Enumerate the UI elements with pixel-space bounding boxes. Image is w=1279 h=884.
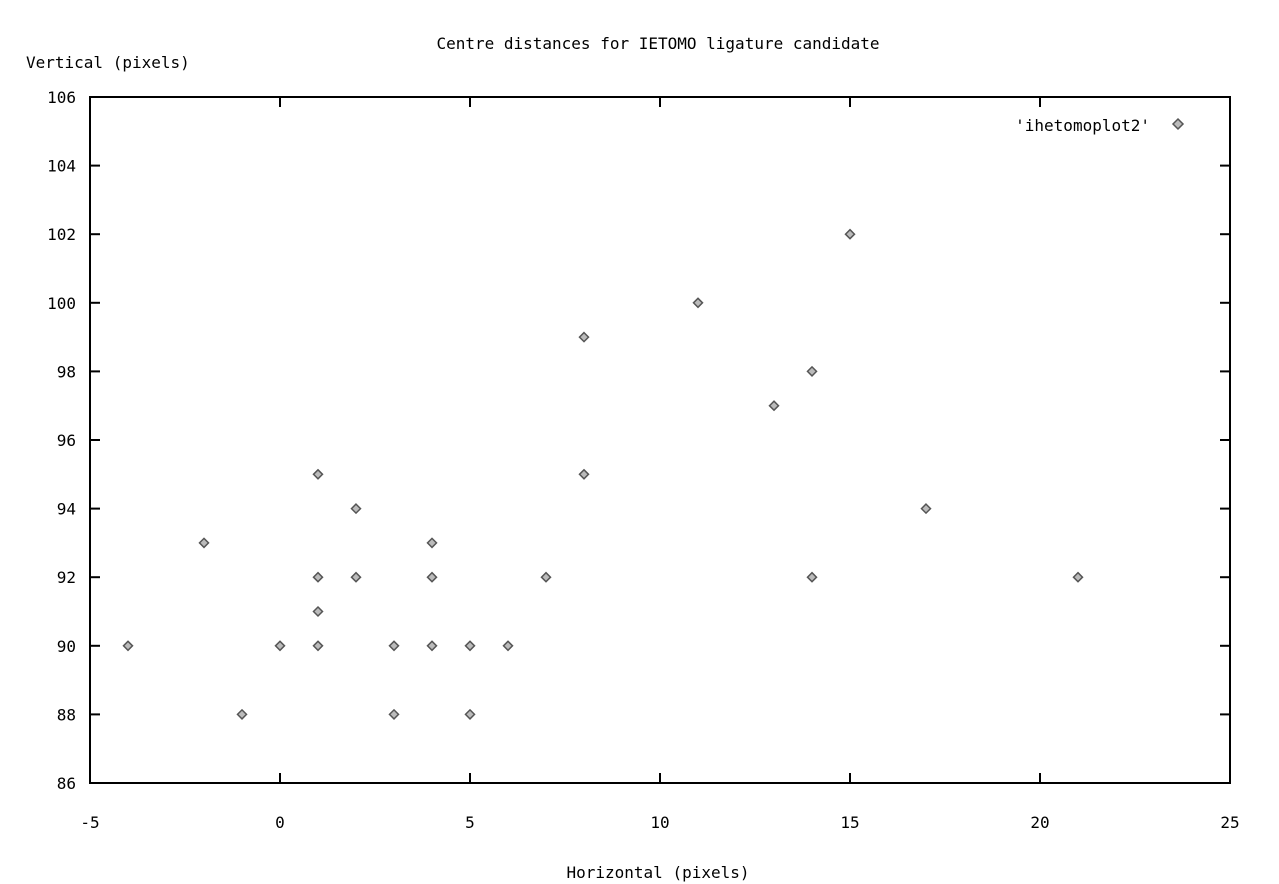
x-tick-label: 25	[1220, 813, 1239, 832]
data-point-diamond	[808, 573, 817, 582]
data-point-diamond	[428, 641, 437, 650]
chart-title: Centre distances for IETOMO ligature can…	[436, 34, 879, 53]
data-point-diamond	[580, 333, 589, 342]
plot-area-frame	[90, 97, 1230, 783]
data-point-diamond	[314, 641, 323, 650]
data-point-diamond	[390, 710, 399, 719]
data-point-diamond	[922, 504, 931, 513]
data-point-diamond	[542, 573, 551, 582]
legend: 'ihetomoplot2'	[1015, 116, 1183, 135]
x-tick-label: 10	[650, 813, 669, 832]
data-point-diamond	[352, 573, 361, 582]
data-point-diamond	[428, 538, 437, 547]
data-point-diamond	[580, 470, 589, 479]
data-points	[124, 230, 1083, 719]
data-point-diamond	[466, 710, 475, 719]
data-point-diamond	[428, 573, 437, 582]
data-point-diamond	[504, 641, 513, 650]
x-tick-label: 5	[465, 813, 475, 832]
tick-labels: -5 0 5 10 15 20 25 86 88 90 92 94 96 98 100 102 104 106	[47, 88, 1240, 832]
y-axis-label: Vertical (pixels)	[26, 53, 190, 72]
data-point-diamond	[124, 641, 133, 650]
data-point-diamond	[238, 710, 247, 719]
y-tick-label: 96	[57, 431, 76, 450]
data-point-diamond	[846, 230, 855, 239]
x-tick-label: 0	[275, 813, 285, 832]
y-tick-label: 100	[47, 294, 76, 313]
y-tick-label: 104	[47, 157, 76, 176]
y-tick-label: 90	[57, 637, 76, 656]
data-point-diamond	[808, 367, 817, 376]
data-point-diamond	[352, 504, 361, 513]
data-point-diamond	[694, 298, 703, 307]
x-tick-label: -5	[80, 813, 99, 832]
y-tick-label: 92	[57, 568, 76, 587]
axis-ticks	[90, 97, 1230, 783]
data-point-diamond	[466, 641, 475, 650]
y-tick-label: 86	[57, 774, 76, 793]
legend-label: 'ihetomoplot2'	[1015, 116, 1150, 135]
y-tick-label: 88	[57, 705, 76, 724]
data-point-diamond	[1074, 573, 1083, 582]
x-tick-label: 15	[840, 813, 859, 832]
x-axis-label: Horizontal (pixels)	[566, 863, 749, 882]
data-point-diamond	[390, 641, 399, 650]
x-tick-label: 20	[1030, 813, 1049, 832]
y-tick-label: 94	[57, 500, 76, 519]
data-point-diamond	[314, 470, 323, 479]
y-tick-label: 98	[57, 362, 76, 381]
data-point-diamond	[276, 641, 285, 650]
data-point-diamond	[314, 607, 323, 616]
y-tick-label: 106	[47, 88, 76, 107]
legend-marker-diamond-icon	[1173, 119, 1183, 129]
y-tick-label: 102	[47, 225, 76, 244]
data-point-diamond	[770, 401, 779, 410]
data-point-diamond	[314, 573, 323, 582]
data-point-diamond	[200, 538, 209, 547]
